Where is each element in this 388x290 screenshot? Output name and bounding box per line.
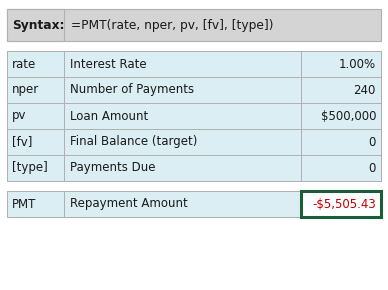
Bar (64, 191, 301, 217)
Bar (7, 155, 64, 181)
Bar (301, 51, 381, 77)
Text: 0: 0 (369, 162, 376, 175)
Bar (7, 191, 301, 217)
Text: PMT: PMT (12, 197, 36, 211)
Bar (301, 155, 381, 181)
Bar (7, 155, 381, 181)
Text: =PMT(rate, nper, pv, [fv], [type]): =PMT(rate, nper, pv, [fv], [type]) (71, 19, 274, 32)
Bar (7, 9, 381, 41)
Text: nper: nper (12, 84, 39, 97)
Bar (64, 155, 301, 181)
Text: 1.00%: 1.00% (339, 57, 376, 70)
Bar (7, 9, 64, 41)
Text: $500,000: $500,000 (320, 110, 376, 122)
Text: [type]: [type] (12, 162, 48, 175)
Bar (7, 103, 64, 129)
Text: pv: pv (12, 110, 26, 122)
Text: [fv]: [fv] (12, 135, 32, 148)
Bar (64, 77, 301, 103)
Text: rate: rate (12, 57, 36, 70)
Bar (301, 77, 381, 103)
Text: Final Balance (target): Final Balance (target) (70, 135, 197, 148)
Text: -$5,505.43: -$5,505.43 (312, 197, 376, 211)
Text: Interest Rate: Interest Rate (70, 57, 147, 70)
Bar (7, 103, 381, 129)
Bar (64, 103, 301, 129)
Bar (64, 129, 301, 155)
Bar (301, 103, 381, 129)
Text: Repayment Amount: Repayment Amount (70, 197, 188, 211)
Text: Loan Amount: Loan Amount (70, 110, 148, 122)
Bar (64, 51, 301, 77)
Bar (7, 129, 381, 155)
Bar (7, 77, 64, 103)
Text: Syntax:: Syntax: (12, 19, 64, 32)
Text: 240: 240 (353, 84, 376, 97)
Text: Payments Due: Payments Due (70, 162, 156, 175)
Bar (7, 129, 64, 155)
Text: 0: 0 (369, 135, 376, 148)
Bar (7, 51, 64, 77)
Bar (301, 191, 381, 217)
Bar (7, 191, 64, 217)
Bar (301, 129, 381, 155)
Bar (7, 77, 381, 103)
Bar (7, 51, 381, 77)
Text: Number of Payments: Number of Payments (70, 84, 194, 97)
